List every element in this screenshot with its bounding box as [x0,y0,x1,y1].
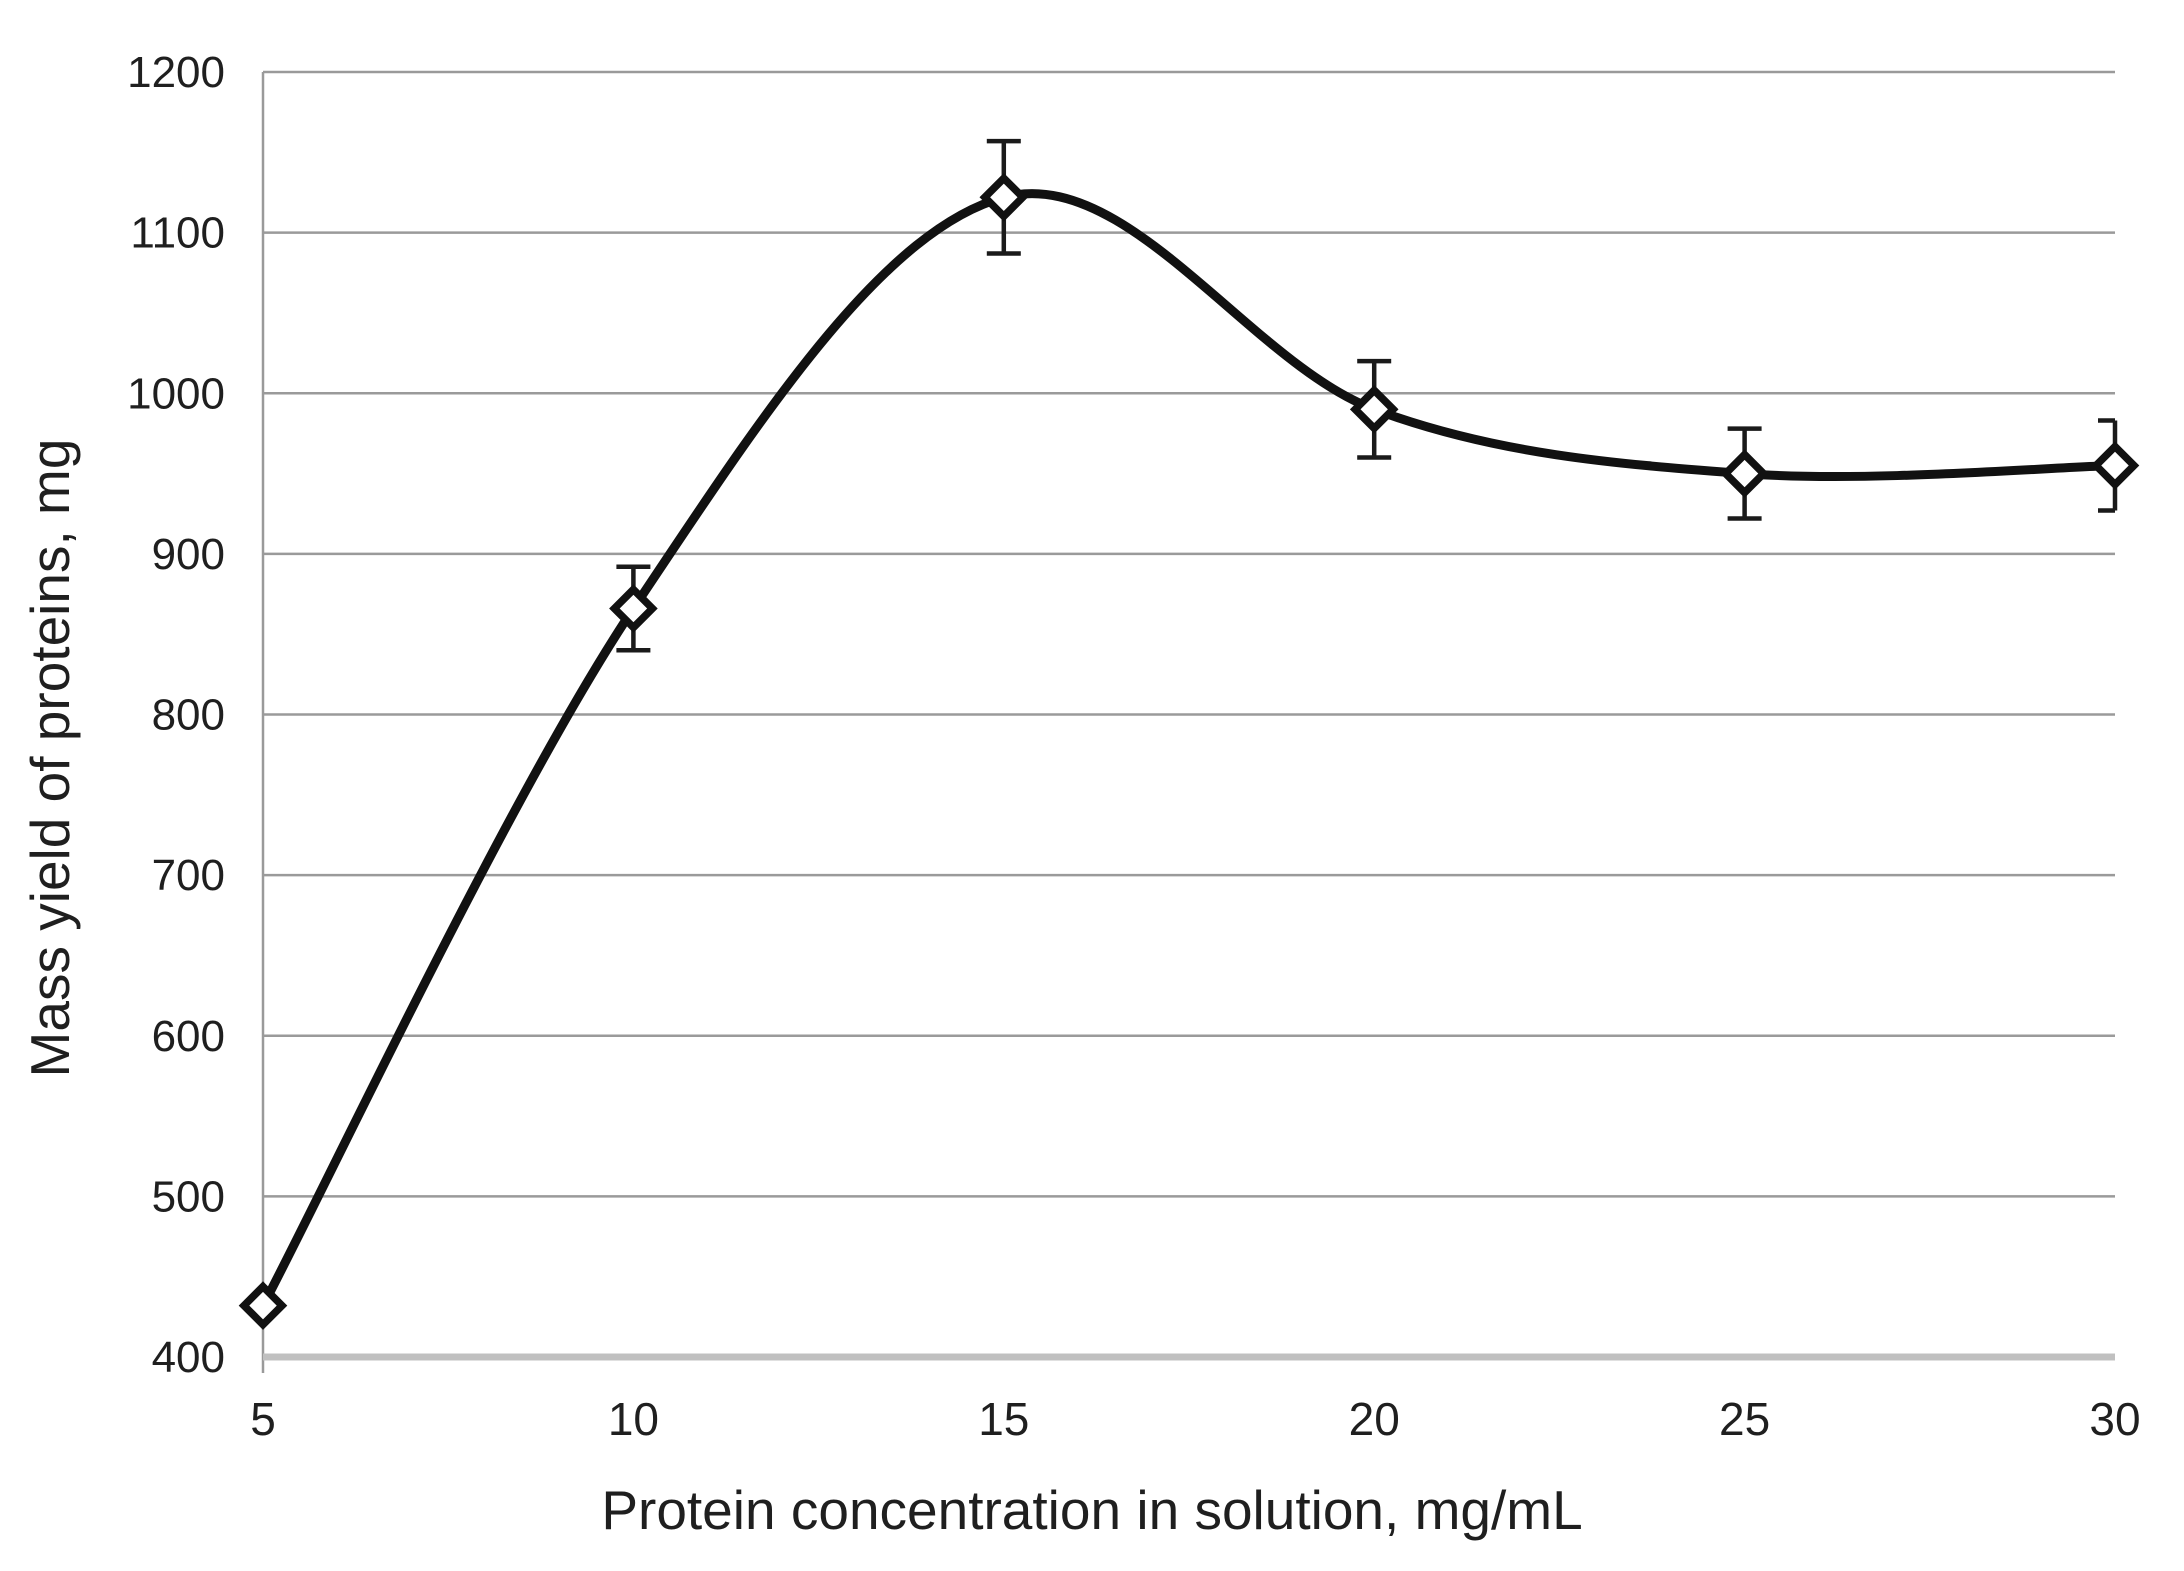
y-tick-label-1000: 1000 [127,369,225,418]
y-tick-label-800: 800 [152,691,225,740]
x-tick-label-30: 30 [2089,1393,2140,1445]
y-tick-label-400: 400 [152,1333,225,1382]
data-point-marker-x5 [238,1281,288,1330]
y-tick-label-600: 600 [152,1012,225,1061]
y-axis-title-wrap: Mass yield of proteins, mg [18,308,81,1208]
x-tick-label-5: 5 [250,1393,276,1445]
series-line [258,189,2120,1311]
y-tick-label-1200: 1200 [127,48,225,97]
data-point-marker-x20 [1349,385,1399,434]
data-point-marker-x10 [609,584,658,633]
y-tick-label-1100: 1100 [130,209,225,258]
data-point-marker-x25 [1720,449,1769,498]
x-tick-label-10: 10 [608,1393,659,1445]
data-point-marker-x30 [2090,441,2140,490]
data-point-marker-x15 [979,172,1029,222]
y-axis-title: Mass yield of proteins, mg [19,438,81,1078]
y-tick-label-500: 500 [152,1172,225,1221]
y-tick-label-900: 900 [152,530,225,579]
x-axis-title: Protein concentration in solution, mg/mL [601,1479,1583,1541]
y-tick-label-700: 700 [152,851,225,900]
x-tick-label-20: 20 [1349,1393,1400,1445]
x-tick-label-25: 25 [1719,1393,1770,1445]
x-tick-label-15: 15 [978,1393,1029,1445]
